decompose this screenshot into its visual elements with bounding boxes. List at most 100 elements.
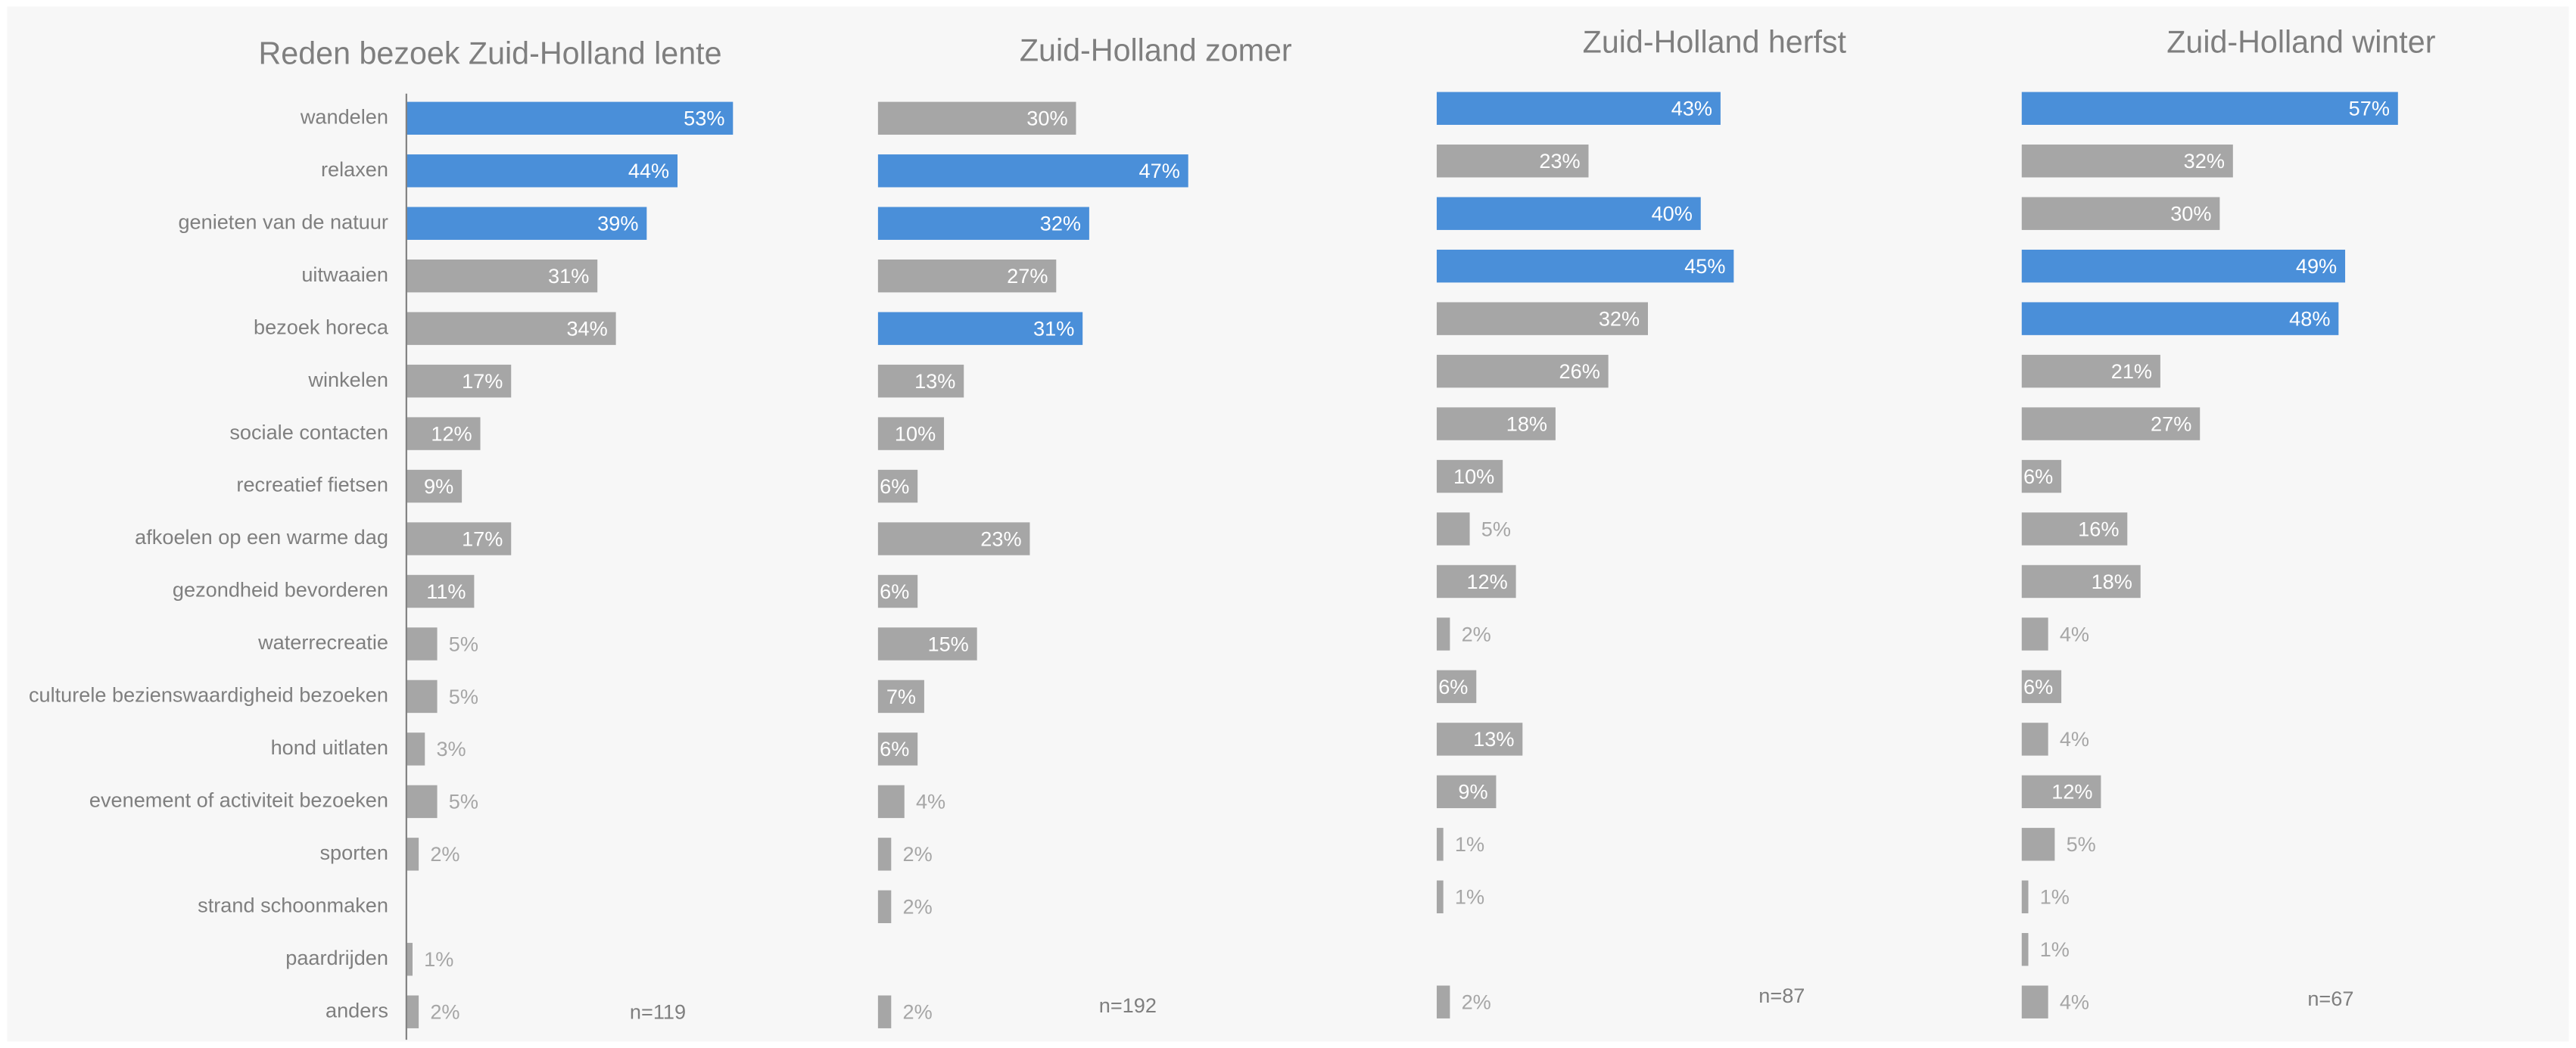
value-label: 1% <box>2040 938 2070 961</box>
bar <box>406 364 512 398</box>
category-label: hond uitlaten <box>271 735 388 759</box>
value-label: 31% <box>1033 317 1074 341</box>
sample-size: n=192 <box>1099 994 1157 1017</box>
category-label: culturele bezienswaardigheid bezoeken <box>29 683 388 707</box>
value-label: 43% <box>1671 97 1712 120</box>
value-label: 2% <box>1462 990 1491 1014</box>
value-label: 7% <box>886 685 916 708</box>
bar <box>406 417 481 450</box>
bar <box>1436 407 1556 440</box>
bar <box>877 890 892 924</box>
bar <box>1436 512 1470 546</box>
value-label: 32% <box>1599 306 1640 330</box>
bar <box>877 995 892 1028</box>
bar <box>406 469 463 503</box>
value-label: 10% <box>895 421 936 445</box>
value-label: 5% <box>2067 832 2096 856</box>
value-label: 9% <box>1458 780 1487 804</box>
value-label: 1% <box>1455 832 1484 856</box>
bar <box>2021 197 2220 230</box>
value-label: 32% <box>2184 149 2225 173</box>
category-label: wandelen <box>300 104 388 128</box>
category-label: gezondheid bevorderen <box>173 578 388 602</box>
value-label: 47% <box>1139 159 1180 182</box>
value-label: 27% <box>1007 264 1048 288</box>
value-label: 2% <box>903 1000 933 1024</box>
bar <box>2021 302 2339 335</box>
bar <box>406 207 647 240</box>
value-label: 21% <box>2111 359 2152 383</box>
sample-size: n=87 <box>1758 984 1805 1007</box>
value-label: 57% <box>2349 97 2390 120</box>
value-label: 11% <box>426 580 466 603</box>
bar <box>2021 775 2101 809</box>
bar <box>406 101 734 135</box>
value-label: 6% <box>2023 675 2053 698</box>
value-label: 45% <box>1684 254 1725 278</box>
bar <box>877 522 1030 555</box>
value-label: 6% <box>880 737 909 760</box>
bar <box>1436 617 1450 651</box>
value-label: 13% <box>914 369 955 393</box>
value-label: 12% <box>2051 780 2092 804</box>
bar <box>2021 933 2029 966</box>
value-label: 2% <box>903 895 933 919</box>
bar <box>1436 775 1497 809</box>
category-label: strand schoonmaken <box>198 893 388 916</box>
value-label: 40% <box>1652 202 1693 225</box>
value-label: 48% <box>2289 306 2330 330</box>
bar <box>1436 249 1734 283</box>
sample-size: n=119 <box>630 1000 686 1024</box>
bar <box>2021 354 2160 388</box>
category-label: paardrijden <box>285 946 388 969</box>
bar <box>406 785 438 819</box>
bar <box>406 679 438 714</box>
value-label: 27% <box>2151 412 2191 435</box>
value-label: 5% <box>449 632 478 655</box>
value-label: 6% <box>880 580 909 603</box>
bar <box>1436 828 1444 861</box>
bar <box>1436 302 1648 335</box>
bar <box>1436 145 1589 178</box>
bar <box>877 785 905 819</box>
value-label: 49% <box>2296 254 2337 278</box>
panel-title: Zuid-Holland winter <box>2166 25 2435 60</box>
bar <box>1436 354 1609 388</box>
category-label: waterrecreatie <box>257 630 388 654</box>
value-label: 5% <box>1481 517 1511 540</box>
bar <box>877 259 1057 293</box>
category-label: sporten <box>319 841 388 864</box>
value-label: 16% <box>2078 517 2119 540</box>
value-label: 10% <box>1453 465 1494 488</box>
bar <box>2021 670 2062 704</box>
bar <box>1436 985 1450 1018</box>
value-label: 26% <box>1559 359 1600 383</box>
bar <box>877 838 892 871</box>
value-label: 31% <box>548 264 589 288</box>
bar <box>1436 197 1701 230</box>
value-label: 1% <box>424 947 453 971</box>
bar <box>406 627 438 661</box>
value-label: 6% <box>1438 675 1468 698</box>
bar <box>877 732 918 766</box>
sample-size: n=67 <box>2307 987 2353 1010</box>
bar <box>2021 512 2128 546</box>
bar <box>2021 459 2062 493</box>
value-label: 39% <box>597 212 638 235</box>
bar <box>877 417 945 450</box>
bar <box>877 364 964 398</box>
value-label: 12% <box>431 421 472 445</box>
value-label: 53% <box>684 107 724 130</box>
bar <box>1436 564 1516 599</box>
bar <box>406 574 475 608</box>
category-label: anders <box>326 998 388 1022</box>
value-label: 32% <box>1040 212 1081 235</box>
value-label: 23% <box>1539 149 1580 173</box>
bar <box>406 522 512 555</box>
bar <box>1436 459 1503 493</box>
category-label: afkoelen op een warme dag <box>135 525 388 549</box>
bar <box>2021 880 2029 913</box>
value-label: 3% <box>436 737 466 760</box>
bar <box>1436 880 1444 913</box>
